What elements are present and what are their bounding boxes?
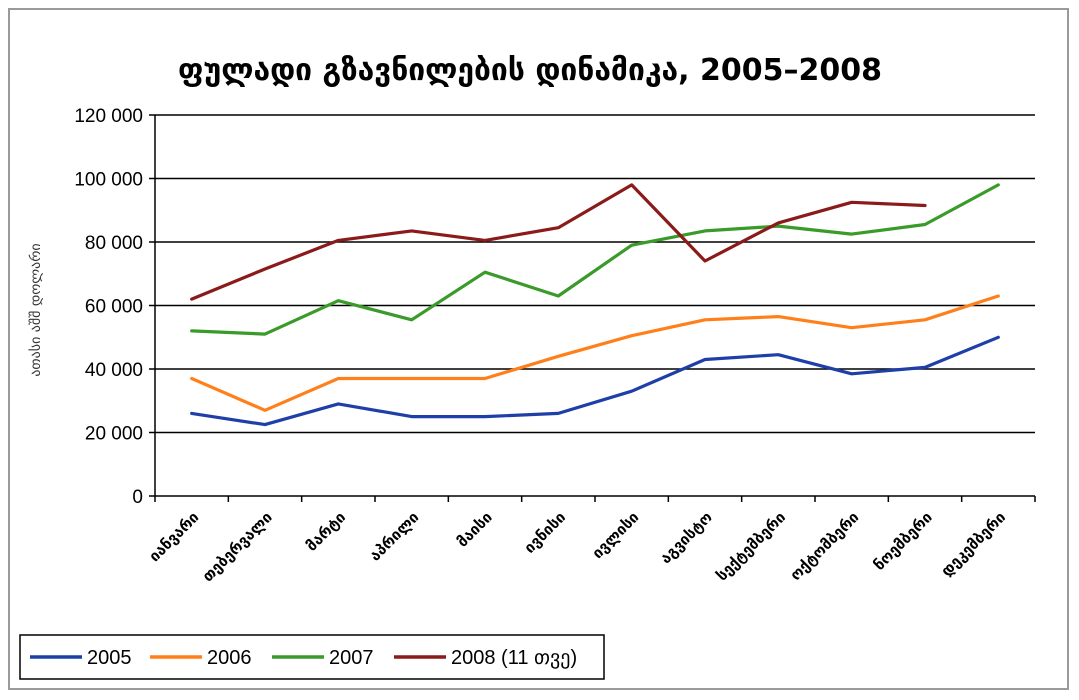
y-tick-label: 40 000 <box>85 360 143 381</box>
x-tick-label: ივლისი <box>588 508 642 562</box>
series-line-2005 <box>190 335 1000 427</box>
series-lines <box>190 183 1000 427</box>
x-tick-label: თებერვალი <box>199 508 276 585</box>
series-line-2007 <box>190 183 1000 336</box>
y-tick-label: 60 000 <box>85 297 143 318</box>
x-tick-label: ივნისი <box>520 508 569 557</box>
y-tick-label: 80 000 <box>85 233 143 254</box>
x-tick-label: ნოემბერი <box>870 508 936 574</box>
y-tick-label: 100 000 <box>74 170 143 191</box>
x-tick-label: იანვარი <box>145 508 202 565</box>
y-tick-label: 0 <box>132 487 143 508</box>
y-axis-label: ათასი აშშ დოლარი <box>27 243 44 376</box>
series-line-2008 <box>190 183 927 301</box>
legend-label: 2007 <box>329 647 374 669</box>
y-axis-ticks: 0 20 000 40 000 60 000 80 000 100 000 120 000 <box>74 106 155 508</box>
x-tick-label: სექტემბერი <box>713 508 789 584</box>
x-tick-label: დეკემბერი <box>937 508 1009 580</box>
x-tick-label: ოქტომბერი <box>787 508 863 584</box>
legend-label: 2005 <box>87 647 132 669</box>
y-tick-label: 20 000 <box>85 424 143 445</box>
legend-label: 2008 (11 თვე) <box>451 647 577 669</box>
gridlines <box>155 114 1035 434</box>
x-tick-label: მაისი <box>453 508 496 551</box>
series-line-2006 <box>190 294 1000 412</box>
line-chart: ფულადი გზავნილების დინამიკა, 2005–2008 ა… <box>19 53 1036 680</box>
x-tick-label: აგვისტო <box>657 508 716 567</box>
x-tick-label: მარტი <box>302 508 349 555</box>
legend-label: 2006 <box>207 647 252 669</box>
chart-title: ფულადი გზავნილების დინამიკა, 2005–2008 <box>178 53 882 88</box>
chart-frame: ფულადი გზავნილების დინამიკა, 2005–2008 ა… <box>8 8 1069 690</box>
y-tick-label: 120 000 <box>74 106 143 127</box>
x-tick-label: აპრილი <box>366 508 423 565</box>
axes <box>154 115 1035 497</box>
legend: 2005 2006 2007 2008 (11 თვე) <box>19 634 605 680</box>
